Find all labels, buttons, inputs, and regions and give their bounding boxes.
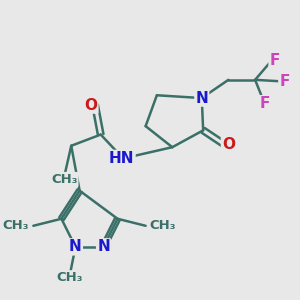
Text: O: O [84,98,98,112]
Text: F: F [279,74,290,89]
Text: HN: HN [109,151,134,166]
Text: N: N [69,239,82,254]
Text: F: F [270,53,280,68]
Text: N: N [195,91,208,106]
Text: CH₃: CH₃ [51,173,77,186]
Text: N: N [97,239,110,254]
Text: CH₃: CH₃ [150,219,176,232]
Text: F: F [260,96,270,111]
Text: CH₃: CH₃ [3,219,29,232]
Text: CH₃: CH₃ [57,271,83,284]
Text: O: O [222,137,235,152]
